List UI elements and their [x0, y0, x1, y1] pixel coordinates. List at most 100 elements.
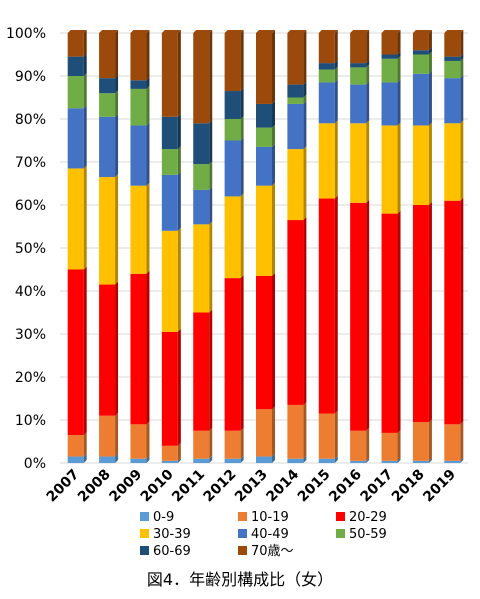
bar-segment [318, 82, 335, 124]
bar-segment [161, 33, 178, 117]
bar-segment-side [83, 53, 87, 76]
bar-segment [130, 125, 147, 186]
bar-segment [287, 84, 304, 98]
bar-segment-side [83, 30, 87, 57]
legend-swatch [336, 512, 345, 521]
bar-segment [161, 230, 178, 332]
y-tick-label: 60% [15, 198, 46, 214]
bar-segment [193, 189, 210, 225]
bar-top-face [350, 30, 370, 33]
bar-segment [350, 33, 367, 64]
bar-segment-side [146, 85, 150, 126]
chart-title: 図4．年齢別構成比（女） [146, 570, 334, 589]
bar-segment-side [115, 174, 119, 285]
bar-segment [287, 220, 304, 405]
bar-segment [256, 33, 272, 104]
bar-segment [318, 33, 335, 64]
bar-segment-side [428, 202, 432, 423]
bar-segment [412, 33, 429, 51]
bar-segment-side [177, 171, 181, 231]
bar-segment-side [460, 75, 464, 124]
legend-swatch [238, 529, 247, 538]
bar-segment-side [209, 455, 213, 463]
bar-segment-side [366, 120, 370, 203]
bar-segment-side [146, 182, 150, 274]
bar-segment-side [272, 453, 275, 463]
x-tick-label: 2011 [169, 467, 208, 506]
bar-segment-side [209, 186, 213, 225]
bar-segment [224, 33, 241, 92]
bar-segment-side [428, 70, 432, 126]
x-tick-label: 2015 [295, 467, 334, 506]
bar-segment-side [240, 116, 244, 141]
bar-segment-side [177, 457, 181, 463]
bar-segment [412, 73, 429, 126]
legend-label: 30-39 [153, 527, 191, 542]
bar-segment-side [334, 60, 338, 70]
bar-segment-side [115, 281, 119, 416]
bar-segment [67, 108, 84, 169]
bar-segment-side [272, 182, 275, 276]
bar-segment [287, 33, 304, 85]
bar-segment [67, 33, 84, 57]
bar-segment [444, 60, 461, 79]
legend-swatch [238, 546, 247, 555]
legend-label: 60-69 [153, 544, 191, 559]
bar-segment-side [83, 453, 87, 463]
bar-segment-side [240, 455, 244, 463]
bar-segment-side [303, 81, 307, 98]
bar-segment [318, 458, 335, 463]
bar-segment-side [83, 266, 87, 436]
bar-segment [224, 196, 241, 279]
bar-segment-side [366, 199, 370, 431]
bar-segment-side [428, 122, 432, 205]
x-tick-label: 2007 [44, 467, 83, 506]
bar-segment [99, 177, 116, 285]
x-tick-label: 2018 [389, 467, 428, 506]
y-tick-label: 0% [24, 456, 46, 472]
bar-segment [444, 123, 461, 201]
bar-segment-side [366, 30, 370, 64]
bar-segment [381, 432, 398, 461]
bar-segment [444, 424, 461, 461]
bar-segment-side [334, 120, 338, 199]
bar-segment-side [460, 197, 464, 425]
bar-segment [99, 284, 116, 416]
bar-segment [67, 76, 84, 109]
bar-segment-side [209, 221, 213, 313]
bar-segment-side [460, 53, 464, 61]
bar-top-face [161, 30, 181, 33]
bar-segment-side [272, 143, 275, 186]
bar-segment-side [366, 457, 370, 463]
bar-segment-side [209, 427, 213, 459]
bar-segment-side [366, 427, 370, 461]
y-tick-label: 50% [15, 241, 46, 257]
legend-label: 40-49 [251, 527, 289, 542]
bar-segment [412, 422, 429, 461]
bar-segment [444, 200, 461, 425]
bar-segment [256, 127, 272, 147]
bar-segment [350, 460, 367, 463]
bar-segment [444, 78, 461, 124]
bar-segment-side [177, 442, 181, 461]
bar-segment [256, 275, 272, 410]
bar-segment [256, 456, 272, 463]
bar-segment-side [334, 410, 338, 459]
bar-segment [381, 213, 398, 433]
bar-segment [287, 458, 304, 463]
bar-segment [287, 149, 304, 221]
y-tick-label: 40% [15, 284, 46, 300]
bar-segment-side [146, 122, 150, 186]
bar-segment [99, 116, 116, 178]
bar-segment [161, 460, 178, 463]
bar-segment [224, 458, 241, 463]
bar-segment [350, 67, 367, 85]
bar-segment [224, 91, 241, 119]
bar-segment-side [115, 412, 119, 457]
bar-segment [67, 168, 84, 270]
bar-segment-side [177, 113, 181, 150]
bar-segment-side [397, 79, 401, 126]
bar-segment-side [397, 210, 401, 433]
bar-segment [318, 198, 335, 414]
y-tick-label: 80% [15, 112, 46, 128]
